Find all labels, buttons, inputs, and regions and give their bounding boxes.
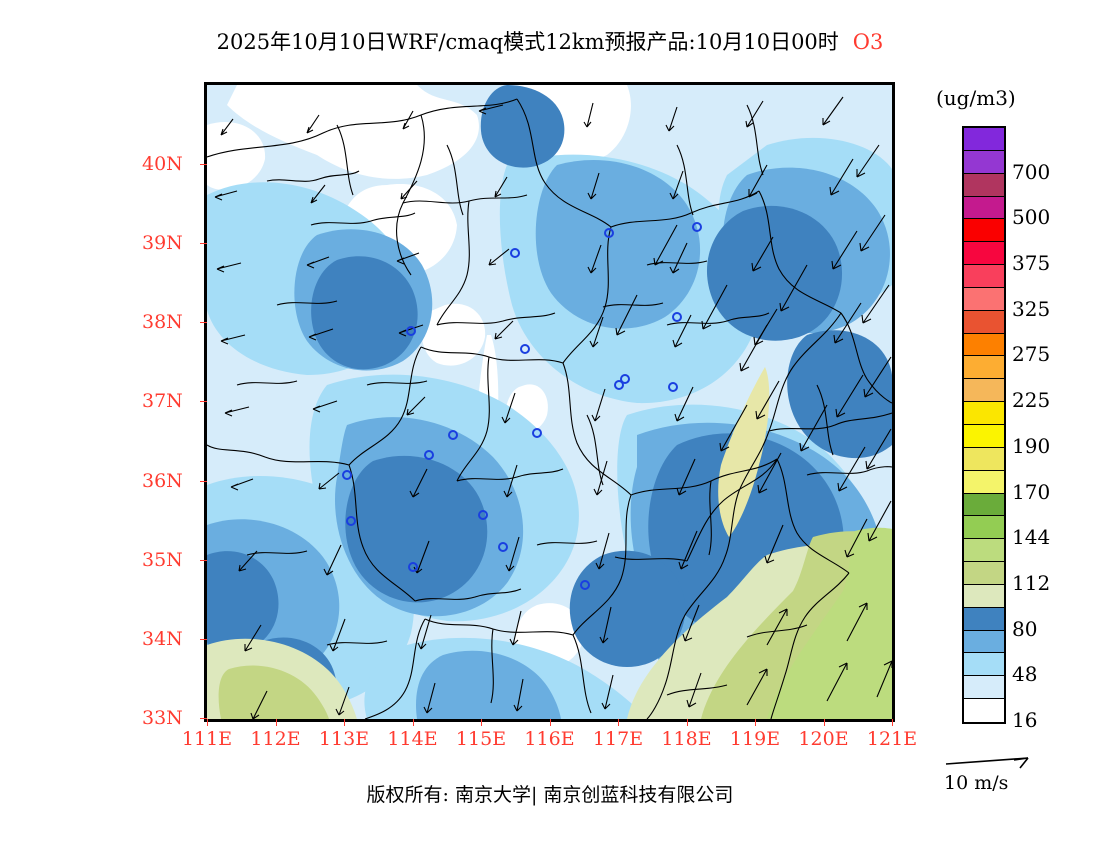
colorbar-tick-190: 190	[1012, 433, 1051, 458]
y-axis-label-34N: 34N	[142, 627, 183, 650]
y-axis-tick-38N	[200, 322, 207, 324]
x-axis-label-111E: 111E	[181, 728, 233, 750]
x-axis-tick-114E	[412, 719, 414, 726]
y-axis-tick-37N	[200, 401, 207, 403]
colorbar[interactable]	[962, 126, 1006, 724]
x-axis-tick-111E	[207, 719, 208, 726]
colorbar-tick-16: 16	[1012, 708, 1038, 732]
y-axis-label-36N: 36N	[142, 469, 183, 492]
colorbar-tick-275: 275	[1012, 342, 1051, 367]
y-axis-tick-36N	[200, 480, 207, 482]
colorbar-band-24[interactable]	[964, 676, 1004, 700]
wind-reference-arrow-icon	[945, 757, 1029, 769]
wind-speed-label: 10 m/s	[944, 772, 1009, 794]
colorbar-band-6[interactable]	[964, 265, 1004, 288]
colorbar-band-12[interactable]	[964, 402, 1004, 425]
x-axis-label-114E: 114E	[387, 728, 438, 750]
colorbar-tick-80: 80	[1012, 616, 1038, 641]
colorbar-band-16[interactable]	[964, 493, 1004, 517]
title-species-label: O3	[852, 30, 884, 54]
y-axis-tick-33N	[200, 718, 207, 719]
colorbar-band-0[interactable]	[964, 128, 1004, 151]
page-title: 2025年10月10日WRF/cmaq模式12km预报产品:10月10日00时 O…	[0, 26, 1100, 56]
y-axis-label-37N: 37N	[142, 390, 183, 413]
colorbar-band-25[interactable]	[964, 699, 1004, 722]
station-markers	[342, 222, 702, 590]
colorbar-band-5[interactable]	[964, 242, 1004, 266]
colorbar-band-23[interactable]	[964, 653, 1004, 677]
colorbar-band-22[interactable]	[964, 630, 1004, 654]
y-axis-tick-39N	[200, 243, 207, 245]
colorbar-band-1[interactable]	[964, 150, 1004, 174]
colorbar-tick-375: 375	[1012, 251, 1051, 276]
x-axis-tick-115E	[481, 719, 482, 726]
colorbar-tick-112: 112	[1012, 570, 1051, 595]
x-axis-tick-119E	[755, 719, 756, 726]
colorbar-band-18[interactable]	[964, 539, 1004, 563]
colorbar-band-20[interactable]	[964, 584, 1004, 608]
colorbar-tick-325: 325	[1012, 296, 1051, 321]
x-axis-label-120E: 120E	[798, 728, 849, 750]
x-axis-tick-118E	[686, 719, 688, 726]
wind-scale-legend: 10 m/s	[944, 752, 1094, 794]
copyright-text: 版权所有: 南京大学| 南京创蓝科技有限公司	[366, 784, 734, 806]
colorbar-band-8[interactable]	[964, 310, 1004, 334]
wind-vector-field	[214, 96, 892, 719]
administrative-boundaries	[207, 98, 892, 719]
y-axis-label-39N: 39N	[142, 232, 183, 255]
colorbar-tick-48: 48	[1012, 662, 1038, 687]
x-axis-label-116E: 116E	[524, 728, 575, 750]
y-axis-label-38N: 38N	[142, 311, 183, 334]
colorbar-unit-label: (ug/m3)	[936, 86, 1016, 110]
y-axis-label-33N: 33N	[142, 707, 183, 729]
x-axis-tick-116E	[549, 719, 551, 726]
title-main-text: 2025年10月10日WRF/cmaq模式12km预报产品:10月10日00时	[216, 30, 839, 54]
x-axis-tick-121E	[892, 719, 893, 726]
y-axis-label-35N: 35N	[142, 548, 183, 571]
colorbar-band-14[interactable]	[964, 447, 1004, 471]
colorbar-tick-225: 225	[1012, 388, 1051, 413]
x-axis-label-112E: 112E	[250, 728, 301, 750]
x-axis-label-115E: 115E	[455, 728, 507, 750]
colorbar-band-10[interactable]	[964, 356, 1004, 380]
colorbar-tick-500: 500	[1012, 205, 1051, 230]
contour-band-225-275	[767, 527, 892, 719]
colorbar-band-17[interactable]	[964, 516, 1004, 540]
colorbar-tick-700: 700	[1012, 159, 1051, 184]
colorbar-band-2[interactable]	[964, 173, 1004, 197]
colorbar-band-13[interactable]	[964, 424, 1004, 448]
colorbar-tick-170: 170	[1012, 479, 1051, 504]
x-axis-label-121E: 121E	[866, 728, 918, 750]
colorbar-band-21[interactable]	[964, 607, 1004, 631]
x-axis-label-113E: 113E	[318, 728, 370, 750]
colorbar-band-4[interactable]	[964, 219, 1004, 243]
y-axis-tick-34N	[200, 638, 207, 640]
x-axis-tick-120E	[823, 719, 825, 726]
copyright-footer: 版权所有: 南京大学| 南京创蓝科技有限公司	[0, 780, 1100, 807]
x-axis-label-117E: 117E	[592, 728, 644, 750]
colorbar-band-3[interactable]	[964, 196, 1004, 220]
colorbar-band-15[interactable]	[964, 470, 1004, 494]
colorbar-band-11[interactable]	[964, 379, 1004, 403]
x-axis-label-118E: 118E	[661, 728, 712, 750]
y-axis-label-40N: 40N	[142, 153, 183, 175]
y-axis-tick-35N	[200, 559, 207, 561]
y-axis-tick-40N	[200, 164, 207, 165]
colorbar-band-9[interactable]	[964, 333, 1004, 357]
x-axis-tick-112E	[275, 719, 277, 726]
x-axis-tick-117E	[618, 719, 619, 726]
x-axis-label-119E: 119E	[729, 728, 781, 750]
colorbar-band-7[interactable]	[964, 287, 1004, 311]
colorbar-tick-144: 144	[1012, 525, 1051, 550]
map-plot-area[interactable]	[204, 82, 895, 722]
x-axis-tick-113E	[344, 719, 345, 726]
colorbar-band-19[interactable]	[964, 562, 1004, 585]
map-frame	[204, 82, 895, 722]
ozone-contour-map	[207, 85, 892, 719]
